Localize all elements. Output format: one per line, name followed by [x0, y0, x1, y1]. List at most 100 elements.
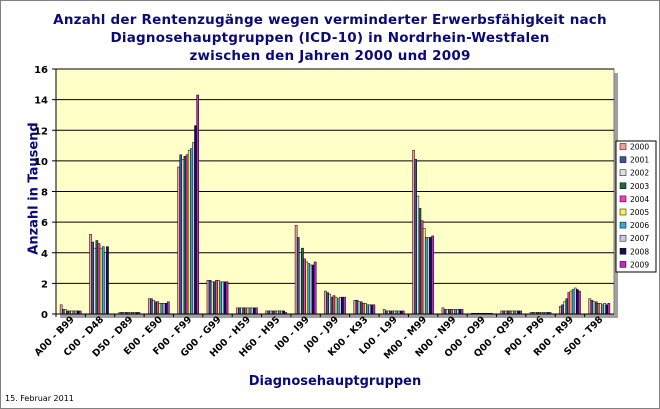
bar [106, 246, 109, 315]
bar [152, 299, 155, 315]
bar [416, 195, 420, 315]
bar [353, 299, 357, 315]
bar [576, 289, 579, 315]
bar [179, 154, 183, 315]
bar [565, 298, 569, 315]
y-tick-label: 6 [41, 218, 48, 229]
legend-label: 2000 [630, 143, 649, 152]
bar [364, 303, 367, 315]
bar [334, 296, 338, 315]
y-tick-label: 8 [41, 188, 48, 199]
bar [592, 301, 596, 315]
bar [59, 304, 63, 315]
bar [441, 307, 445, 315]
bar [311, 264, 315, 315]
bar [238, 307, 241, 315]
bar [341, 296, 344, 315]
legend-swatch [619, 248, 627, 255]
bar [559, 306, 562, 315]
bar [452, 309, 455, 315]
bar [578, 290, 581, 315]
bar [567, 292, 571, 315]
legend-label: 2008 [630, 247, 649, 256]
bar [177, 166, 180, 315]
bar [192, 142, 195, 315]
bar [336, 298, 340, 315]
bar [183, 156, 187, 315]
bar [362, 303, 365, 315]
bar [326, 292, 329, 315]
bar [343, 296, 346, 315]
bar [219, 281, 223, 315]
bar [429, 237, 432, 315]
bar [324, 290, 327, 315]
bar [309, 264, 313, 315]
bar [431, 235, 434, 315]
x-axis-title: Diagnosehauptgruppen [248, 374, 422, 389]
bar [599, 303, 602, 315]
legend-swatch [619, 169, 627, 176]
legend-label: 2003 [630, 182, 649, 191]
bar [93, 247, 97, 315]
bar [569, 290, 573, 315]
bar [368, 304, 371, 315]
bar [313, 261, 317, 315]
bar [240, 307, 243, 315]
bar [242, 307, 246, 315]
bar [603, 303, 606, 315]
bar [590, 299, 594, 315]
bar [414, 159, 418, 315]
bar [332, 295, 336, 315]
bar [355, 299, 359, 315]
bar [294, 224, 298, 315]
bar [64, 309, 67, 315]
bar [213, 281, 216, 315]
bar [150, 298, 153, 315]
bar [357, 301, 361, 315]
bar [104, 252, 107, 315]
bar [338, 296, 342, 315]
bar [561, 304, 564, 315]
bar [91, 241, 94, 315]
bar [156, 301, 160, 315]
bar [594, 301, 598, 315]
bar [382, 309, 386, 315]
legend-label: 2009 [630, 260, 649, 269]
bar [450, 309, 453, 315]
bar [299, 252, 302, 315]
bar [303, 258, 306, 315]
chart-title-line-1: Anzahl der Rentenzugänge wegen verminder… [53, 12, 607, 28]
legend-swatch [619, 143, 627, 150]
legend-label: 2004 [630, 195, 649, 204]
bar [305, 261, 308, 315]
bar [61, 309, 65, 315]
y-tick-label: 10 [34, 157, 48, 168]
bar [328, 293, 332, 315]
bar [359, 301, 363, 315]
bar [454, 309, 457, 315]
bar [255, 307, 258, 315]
bar [206, 280, 210, 315]
legend-swatch [619, 221, 627, 229]
bar [185, 154, 189, 315]
bar [95, 240, 99, 315]
y-tick-label: 0 [41, 310, 48, 321]
bar [418, 208, 422, 315]
chart-title-line-3: zwischen den Jahren 2000 und 2009 [189, 48, 471, 64]
bar [223, 281, 227, 315]
y-tick-label: 12 [34, 126, 48, 137]
y-tick-label: 16 [34, 65, 48, 76]
bar [221, 281, 225, 315]
bar [571, 289, 575, 315]
bar [458, 309, 462, 315]
legend-swatch [619, 156, 627, 163]
bar [601, 304, 604, 315]
bar [154, 301, 157, 315]
bar [187, 149, 191, 315]
bar [607, 303, 611, 315]
bar [412, 149, 415, 315]
bar [422, 228, 426, 315]
legend-swatch [619, 234, 627, 242]
bar [217, 280, 220, 315]
